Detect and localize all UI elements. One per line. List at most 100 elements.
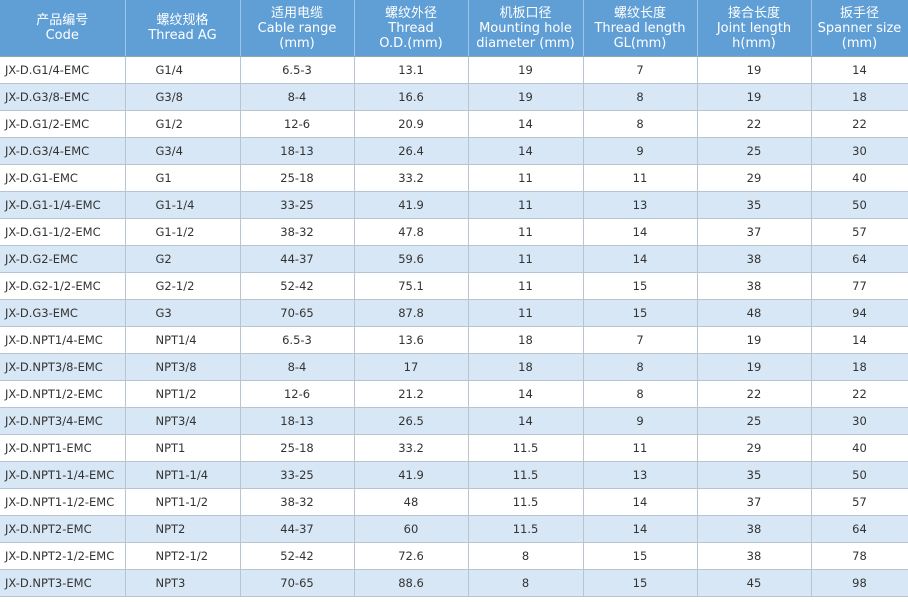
table-cell: 64 [811, 245, 908, 273]
table-cell: NPT3/8 [125, 353, 241, 381]
table-row: JX-D.G3/8-EMC G3/8 8-4 16.6 19 8 19 18 [0, 83, 908, 111]
table-cell: 57 [811, 218, 908, 246]
table-cell: 14 [468, 137, 584, 165]
table-cell: 14 [583, 515, 698, 543]
table-cell: 8-4 [240, 83, 355, 111]
table-cell: 26.5 [354, 407, 469, 435]
table-cell: 11.5 [468, 461, 584, 489]
table-cell: JX-D.G2-EMC [0, 245, 126, 273]
table-cell: 44-37 [240, 515, 355, 543]
table-cell: 18 [468, 353, 584, 381]
table-cell: JX-D.G1-1/2-EMC [0, 218, 126, 246]
table-cell: 11 [583, 164, 698, 192]
table-cell: 9 [583, 137, 698, 165]
table-row: JX-D.G1-1/2-EMC G1-1/2 38-32 47.8 11 14 37 57 [0, 218, 908, 246]
table-cell: 64 [811, 515, 908, 543]
table-cell: 19 [468, 56, 584, 84]
table-cell: 60 [354, 515, 469, 543]
table-cell: 50 [811, 191, 908, 219]
table-cell: JX-D.G1/2-EMC [0, 110, 126, 138]
table-cell: 38-32 [240, 488, 355, 516]
table-cell: 33-25 [240, 461, 355, 489]
table-cell: 33.2 [354, 434, 469, 462]
table-cell: 40 [811, 434, 908, 462]
table-cell: 77 [811, 272, 908, 300]
table-cell: 11.5 [468, 488, 584, 516]
table-cell: JX-D.NPT1/2-EMC [0, 380, 126, 408]
table-cell: 25-18 [240, 434, 355, 462]
table-cell: 13 [583, 461, 698, 489]
table-cell: 13 [583, 191, 698, 219]
header-line: Thread [388, 20, 434, 36]
header-cell: 适用电缆 Cable range (mm) [240, 0, 355, 57]
table-row: JX-D.NPT3/4-EMC NPT3/4 18-13 26.5 14 9 25 30 [0, 407, 908, 435]
table-row: JX-D.G1/4-EMC G1/4 6.5-3 13.1 19 7 19 14 [0, 56, 908, 84]
table-cell: 8 [583, 353, 698, 381]
header-cell: 螺纹外径 Thread O.D.(mm) [354, 0, 469, 57]
table-cell: 37 [697, 488, 812, 516]
table-cell: G3/4 [125, 137, 241, 165]
table-cell: 22 [697, 110, 812, 138]
table-cell: 25 [697, 407, 812, 435]
table-cell: 38 [697, 245, 812, 273]
table-cell: 52-42 [240, 272, 355, 300]
table-cell: G1/2 [125, 110, 241, 138]
table-cell: 33-25 [240, 191, 355, 219]
table-cell: JX-D.NPT3/4-EMC [0, 407, 126, 435]
header-line: Thread AG [148, 28, 217, 43]
table-cell: 22 [811, 110, 908, 138]
table-cell: 18 [811, 83, 908, 111]
table-cell: 18 [468, 326, 584, 354]
header-line: 扳手径 [839, 5, 879, 21]
table-cell: JX-D.G1/4-EMC [0, 56, 126, 84]
table-cell: NPT1/2 [125, 380, 241, 408]
header-cell: 产品编号 Code [0, 0, 126, 57]
table-cell: 15 [583, 272, 698, 300]
table-cell: NPT1-1/2 [125, 488, 241, 516]
header-line: Code [45, 28, 79, 43]
table-cell: 11.5 [468, 515, 584, 543]
header-line: 螺纹长度 [613, 5, 666, 21]
table-cell: JX-D.G1-1/4-EMC [0, 191, 126, 219]
table-cell: 20.9 [354, 110, 469, 138]
header-line: Spanner size [817, 20, 902, 36]
header-line: 适用电缆 [270, 5, 323, 21]
table-cell: JX-D.G2-1/2-EMC [0, 272, 126, 300]
header-line: Thread length [594, 20, 686, 36]
table-cell: 40 [811, 164, 908, 192]
header-cell: 扳手径 Spanner size (mm) [811, 0, 908, 57]
table-row: JX-D.NPT2-1/2-EMC NPT2-1/2 52-42 72.6 8 15 38 7… [0, 542, 908, 570]
table-cell: 11 [468, 164, 584, 192]
table-cell: 70-65 [240, 299, 355, 327]
table-cell: 14 [468, 110, 584, 138]
table-cell: 8 [583, 83, 698, 111]
table-row: JX-D.G1-EMC G1 25-18 33.2 11 11 29 40 [0, 164, 908, 192]
table-cell: 19 [468, 83, 584, 111]
table-cell: 14 [811, 326, 908, 354]
header-cell: 螺纹规格 Thread AG [125, 0, 241, 57]
table-cell: 33.2 [354, 164, 469, 192]
table-cell: JX-D.G3-EMC [0, 299, 126, 327]
table-cell: 88.6 [354, 569, 469, 597]
table-cell: G1-1/4 [125, 191, 241, 219]
table-cell: NPT3 [125, 569, 241, 597]
table-cell: 48 [354, 488, 469, 516]
header-line: GL(mm) [613, 35, 667, 51]
table-row: JX-D.G3-EMC G3 70-65 87.8 11 15 48 94 [0, 299, 908, 327]
table-cell: 11 [468, 191, 584, 219]
table-cell: G3/8 [125, 83, 241, 111]
table-cell: 47.8 [354, 218, 469, 246]
table-cell: 25-18 [240, 164, 355, 192]
header-line: 接合长度 [727, 5, 780, 21]
table-cell: G2 [125, 245, 241, 273]
table-cell: G2-1/2 [125, 272, 241, 300]
table-row: JX-D.NPT1-EMC NPT1 25-18 33.2 11.5 11 29 40 [0, 434, 908, 462]
table-row: JX-D.NPT1-1/2-EMC NPT1-1/2 38-32 48 11.5 14 37… [0, 488, 908, 516]
table-cell: 38-32 [240, 218, 355, 246]
table-cell: 70-65 [240, 569, 355, 597]
table-cell: 25 [697, 137, 812, 165]
table-cell: 22 [697, 380, 812, 408]
header-line: (mm) [279, 35, 315, 51]
table-row: JX-D.NPT1-1/4-EMC NPT1-1/4 33-25 41.9 11.5 13… [0, 461, 908, 489]
table-cell: 17 [354, 353, 469, 381]
